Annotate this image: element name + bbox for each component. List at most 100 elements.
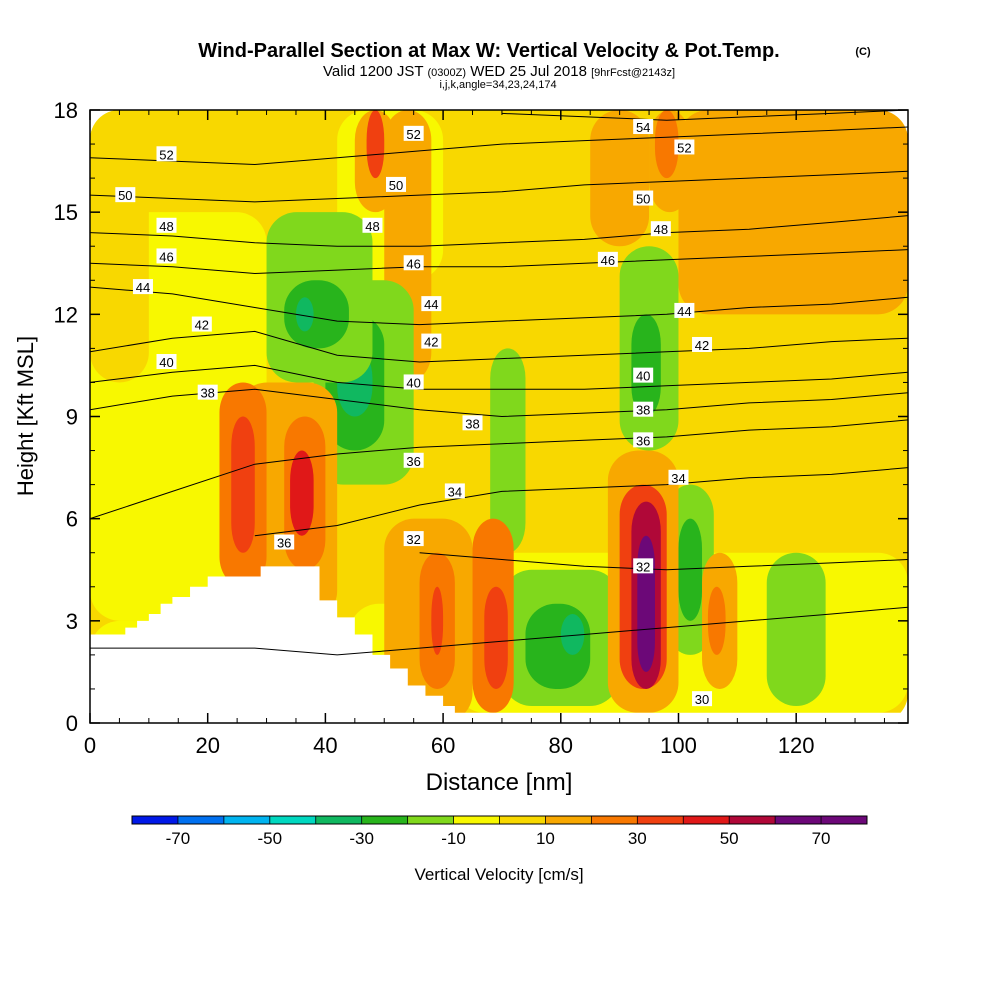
contour-label-bg	[403, 125, 424, 141]
y-tick-label: 0	[66, 711, 78, 736]
contour-label-bg	[156, 217, 177, 233]
x-axis-label: Distance [nm]	[426, 769, 573, 796]
contour-label: 48	[159, 219, 173, 234]
contour-label: 48	[654, 222, 668, 237]
contour-label-bg	[403, 531, 424, 547]
contour-label: 52	[406, 127, 420, 142]
x-tick-label: 100	[660, 733, 697, 758]
velocity-region-14	[678, 518, 703, 621]
velocity-region-23	[631, 314, 661, 417]
contour-label-bg	[674, 302, 695, 318]
colorbar-tick-label: -70	[166, 829, 191, 848]
theta-contour-52	[90, 126, 908, 166]
contour-label-bg	[421, 296, 442, 312]
contour-label: 34	[671, 471, 685, 486]
y-tick-label: 6	[66, 507, 78, 532]
contour-label: 40	[406, 375, 420, 390]
contour-label-bg	[132, 279, 153, 295]
contour-label: 50	[636, 192, 650, 207]
theta-contour-32	[419, 552, 908, 571]
velocity-region-29	[290, 450, 314, 536]
colorbar-swatch	[545, 816, 592, 824]
velocity-region-21	[295, 297, 314, 332]
colorbar-swatch	[729, 816, 776, 824]
contour-label-bg	[403, 374, 424, 390]
x-tick-label: 40	[313, 733, 337, 758]
contour-label-bg	[362, 217, 383, 233]
contour-label-bg	[156, 248, 177, 264]
colorbar-swatch	[821, 816, 867, 824]
y-tick-label: 9	[66, 405, 78, 430]
velocity-region-27	[231, 416, 255, 553]
colorbar-swatch	[269, 816, 316, 824]
contour-label-bg	[668, 469, 689, 485]
contour-label: 30	[695, 692, 709, 707]
contour-label-bg	[633, 367, 654, 383]
colorbar-tick-label: -10	[441, 829, 466, 848]
contour-label: 54	[636, 120, 650, 135]
contour-label-bg	[421, 333, 442, 349]
contour-label: 42	[695, 338, 709, 353]
theta-contour-layer	[90, 110, 908, 656]
contour-label: 48	[365, 219, 379, 234]
contour-label-bg	[386, 176, 407, 192]
contour-label-bg	[403, 255, 424, 271]
colorbar-tick-label: 30	[628, 829, 647, 848]
colorbar-swatch	[637, 816, 684, 824]
contour-label: 36	[636, 433, 650, 448]
theta-contour-36	[90, 419, 908, 520]
grid-indices-label: i,j,k,angle=34,23,24,174	[439, 79, 556, 91]
contour-label: 34	[448, 484, 462, 499]
colorbar-tick-label: -30	[349, 829, 374, 848]
contour-label: 44	[424, 297, 438, 312]
contour-label-bg	[633, 432, 654, 448]
chart-title: Wind-Parallel Section at Max W: Vertical…	[198, 40, 779, 62]
colorbar-swatch	[132, 816, 178, 824]
contour-label: 46	[406, 256, 420, 271]
velocity-region-15	[766, 552, 826, 706]
contour-label: 46	[159, 249, 173, 264]
velocity-region-41	[707, 586, 726, 655]
colorbar-swatch	[361, 816, 408, 824]
colorbar-swatch	[177, 816, 224, 824]
contour-label: 38	[465, 416, 479, 431]
velocity-region-34	[484, 586, 508, 689]
x-tick-label: 80	[549, 733, 573, 758]
contour-label-bg	[156, 146, 177, 162]
plot-area: 52 50 48 46 44 42 40 38 36 52 50 48 46 44 42 40 38 36 34 32…	[90, 110, 908, 723]
contour-label: 40	[159, 355, 173, 370]
theta-contour-46	[90, 249, 908, 275]
contour-label: 36	[277, 536, 291, 551]
theta-contour-40	[90, 364, 908, 390]
theta-contour-54	[501, 110, 908, 121]
contour-label-bg	[197, 384, 218, 400]
contour-label-bg	[692, 336, 713, 352]
contour-label: 52	[677, 140, 691, 155]
contour-label-bg	[403, 452, 424, 468]
contour-label: 44	[136, 280, 150, 295]
colorbar-swatch	[591, 816, 638, 824]
theta-contour-38	[90, 388, 908, 418]
contour-label: 46	[601, 253, 615, 268]
contour-label: 50	[118, 188, 132, 203]
contour-label: 32	[406, 532, 420, 547]
velocity-region-43	[366, 110, 385, 179]
contour-label: 40	[636, 369, 650, 384]
velocity-region-7	[590, 110, 650, 247]
velocity-region-32	[431, 586, 444, 655]
contour-label: 36	[406, 454, 420, 469]
x-tick-label: 0	[84, 733, 96, 758]
y-tick-label: 12	[54, 302, 78, 327]
colorbar-tick-label: 10	[536, 829, 555, 848]
contour-label-bg	[274, 534, 295, 550]
colorbar-swatch	[499, 816, 546, 824]
contour-label-bg	[156, 354, 177, 370]
theta-contour-44	[90, 286, 908, 326]
colorbar-swatch	[683, 816, 730, 824]
colorbar-swatch	[315, 816, 362, 824]
colorbar: -70 -50 -30 -10 10 30 50 70	[131, 815, 868, 848]
colorbar-tick-label: -50	[258, 829, 283, 848]
velocity-region-20	[284, 280, 349, 349]
x-tick-label: 60	[431, 733, 455, 758]
